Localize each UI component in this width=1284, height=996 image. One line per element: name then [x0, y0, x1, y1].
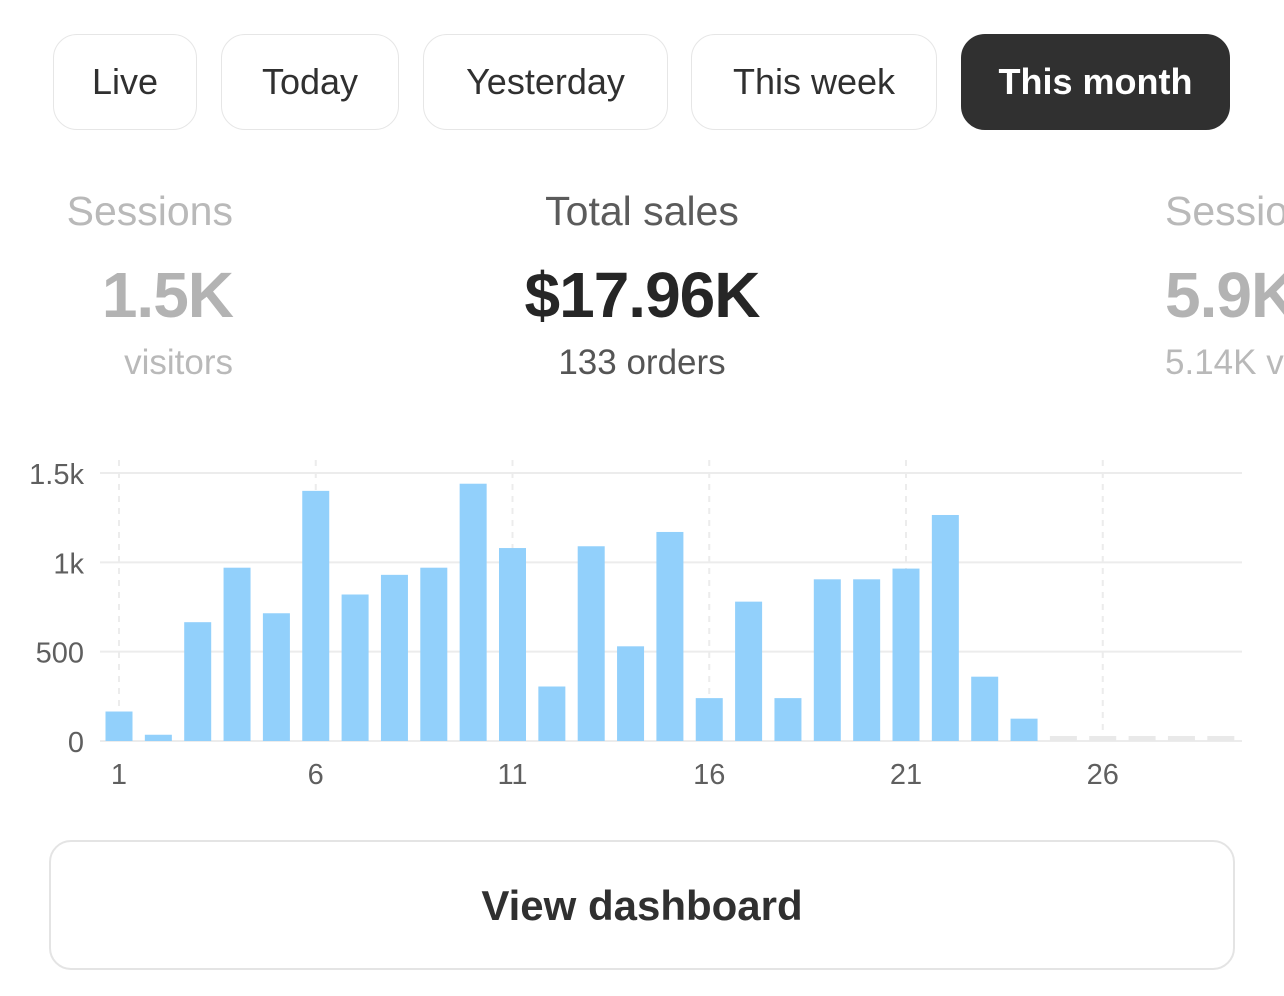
x-tick-label: 1: [111, 759, 127, 791]
tab-today[interactable]: Today: [221, 34, 399, 130]
tab-yesterday[interactable]: Yesterday: [423, 34, 668, 130]
bar: [223, 567, 251, 741]
bar: [341, 594, 369, 741]
period-tabs: Live Today Yesterday This week This mont…: [0, 34, 1284, 130]
bar: [853, 579, 881, 741]
y-tick-label: 1.5k: [29, 459, 84, 491]
metric-subtitle: 5.14K visitors: [1165, 343, 1284, 382]
view-dashboard-button[interactable]: View dashboard: [49, 840, 1235, 970]
bar-placeholder: [1167, 736, 1195, 741]
bar: [184, 622, 212, 741]
x-tick-label: 16: [693, 759, 725, 791]
metric-title: Sessions: [66, 188, 233, 234]
bar: [695, 698, 723, 741]
tab-this-week[interactable]: This week: [691, 34, 937, 130]
metric-subtitle: visitors: [124, 343, 233, 382]
bar: [774, 698, 802, 741]
x-tick-label: 21: [890, 759, 922, 791]
bar: [499, 548, 526, 741]
metric-value: 5.9K: [1165, 259, 1284, 331]
y-tick-label: 1k: [53, 548, 84, 580]
bar: [735, 601, 763, 741]
bar: [656, 531, 684, 741]
metric-title: Total sales: [545, 188, 739, 234]
bar: [931, 514, 959, 741]
metric-card-total-sales[interactable]: Total sales $17.96K 133 orders: [392, 182, 892, 386]
tab-live[interactable]: Live: [53, 34, 197, 130]
bar: [892, 568, 920, 741]
bar: [302, 490, 330, 741]
bar-placeholder: [1128, 736, 1156, 741]
x-tick-label: 26: [1087, 759, 1119, 791]
bar: [577, 546, 605, 741]
bar: [617, 646, 645, 741]
bar: [105, 711, 133, 741]
metric-card-sessions-next[interactable]: Sessions 5.9K 5.14K visitors: [1165, 182, 1284, 386]
metric-value: $17.96K: [524, 259, 761, 331]
bar: [1010, 718, 1038, 741]
y-tick-label: 500: [36, 638, 84, 670]
tab-this-month[interactable]: This month: [961, 34, 1230, 130]
bar-placeholder: [1207, 736, 1235, 741]
bar-placeholder: [1049, 736, 1077, 741]
bar: [971, 676, 999, 741]
bar: [813, 579, 841, 741]
bar: [380, 574, 408, 741]
x-tick-label: 11: [497, 759, 527, 791]
bar: [538, 686, 566, 741]
bar: [420, 567, 448, 741]
metric-title: Sessions: [1165, 188, 1284, 234]
metric-card-sessions-prev[interactable]: Sessions 1.5K visitors: [0, 182, 234, 386]
bar: [262, 613, 290, 741]
bar: [459, 483, 487, 741]
metric-value: 1.5K: [101, 259, 234, 331]
y-tick-label: 0: [68, 727, 84, 759]
bar: [144, 734, 172, 741]
bar-placeholder: [1089, 736, 1117, 741]
metric-subtitle: 133 orders: [558, 343, 726, 382]
x-tick-label: 6: [308, 759, 324, 791]
